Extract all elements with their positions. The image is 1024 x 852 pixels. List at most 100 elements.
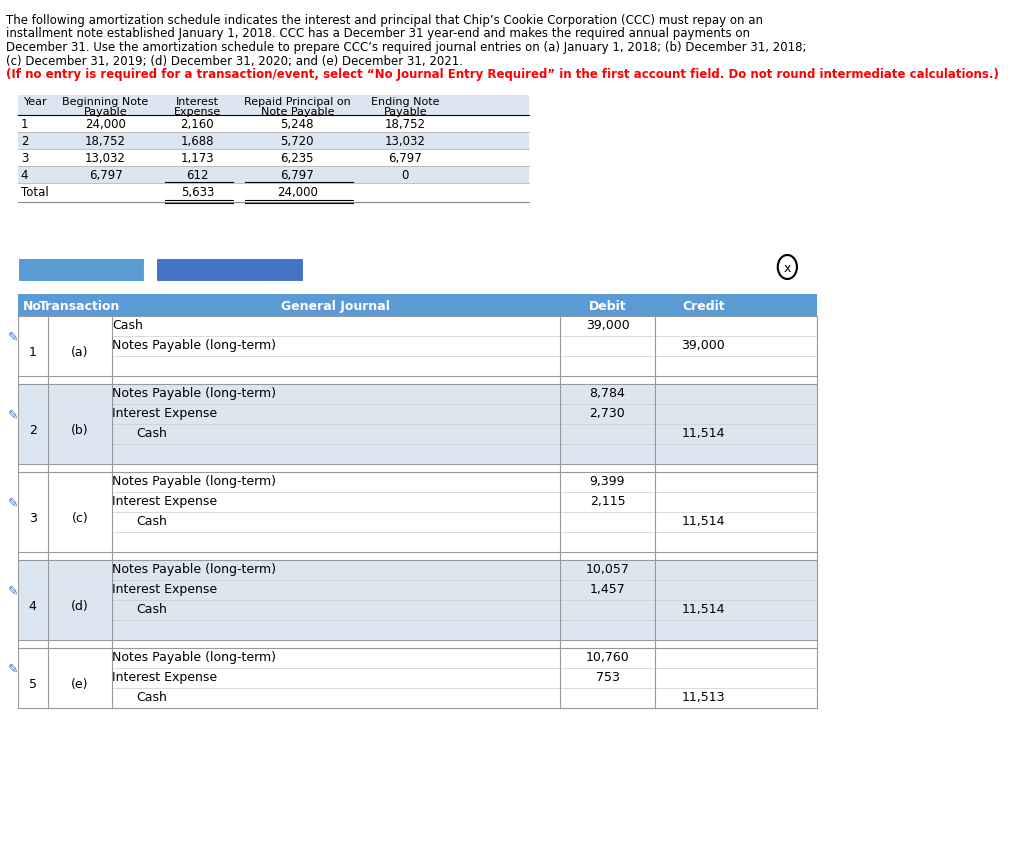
Text: 5: 5 [29, 678, 37, 691]
Text: 2,115: 2,115 [590, 495, 626, 508]
Text: 24,000: 24,000 [85, 118, 126, 131]
Text: 2,730: 2,730 [590, 407, 626, 420]
Text: (c) December 31, 2019; (d) December 31, 2020; and (e) December 31, 2021.: (c) December 31, 2019; (d) December 31, … [6, 55, 467, 67]
Bar [17, 560, 817, 640]
Text: 11,513: 11,513 [682, 691, 725, 704]
Text: 5,720: 5,720 [281, 135, 314, 148]
Bar [17, 472, 817, 552]
Text: 4: 4 [29, 600, 37, 613]
Text: 10,057: 10,057 [586, 563, 630, 576]
Text: Cash: Cash [112, 319, 142, 332]
Text: 6,235: 6,235 [281, 152, 314, 165]
Bar [17, 166, 529, 183]
Text: Cash: Cash [136, 515, 167, 528]
Bar [17, 95, 529, 197]
Text: View transaction list: View transaction list [17, 265, 145, 275]
Text: ✎: ✎ [8, 663, 18, 676]
Text: Credit: Credit [682, 300, 725, 313]
Text: Total: Total [20, 186, 48, 199]
Text: 11,514: 11,514 [682, 603, 725, 616]
Bar [17, 384, 817, 464]
Text: (c): (c) [72, 512, 88, 525]
Text: 11,514: 11,514 [682, 515, 725, 528]
Text: View journal entry worksheet: View journal entry worksheet [137, 265, 322, 275]
Text: 2,160: 2,160 [180, 118, 214, 131]
Bar [17, 464, 817, 472]
Bar [17, 316, 817, 376]
Text: 13,032: 13,032 [385, 135, 426, 148]
Bar [17, 648, 817, 708]
Text: (b): (b) [71, 424, 89, 437]
Text: 1,173: 1,173 [180, 152, 214, 165]
Bar [17, 183, 529, 200]
Text: Interest Expense: Interest Expense [112, 583, 217, 596]
Text: 11,514: 11,514 [682, 427, 725, 440]
FancyBboxPatch shape [156, 258, 304, 282]
Text: x: x [783, 262, 791, 275]
Text: 753: 753 [596, 671, 620, 684]
Text: 6,797: 6,797 [388, 152, 422, 165]
Text: Ending Note: Ending Note [371, 97, 439, 107]
Text: 3: 3 [29, 512, 37, 525]
Text: 5,248: 5,248 [281, 118, 314, 131]
Text: Notes Payable (long-term): Notes Payable (long-term) [112, 339, 275, 352]
Text: Notes Payable (long-term): Notes Payable (long-term) [112, 651, 275, 664]
Text: 2: 2 [29, 424, 37, 437]
Text: Transaction: Transaction [39, 300, 121, 313]
Text: 1: 1 [29, 346, 37, 359]
Bar [17, 294, 817, 316]
Bar [17, 132, 529, 149]
Text: 612: 612 [186, 169, 209, 182]
Text: ✎: ✎ [8, 497, 18, 510]
Text: 3: 3 [20, 152, 28, 165]
Text: Cash: Cash [136, 427, 167, 440]
Text: Interest Expense: Interest Expense [112, 407, 217, 420]
Text: 39,000: 39,000 [682, 339, 725, 352]
Text: Cash: Cash [136, 603, 167, 616]
Text: ✎: ✎ [8, 585, 18, 598]
Text: 4: 4 [20, 169, 29, 182]
Text: 18,752: 18,752 [385, 118, 426, 131]
Text: 8,784: 8,784 [590, 387, 626, 400]
Text: Notes Payable (long-term): Notes Payable (long-term) [112, 563, 275, 576]
Text: 10,760: 10,760 [586, 651, 630, 664]
Text: No: No [24, 300, 42, 313]
Text: 39,000: 39,000 [586, 319, 630, 332]
Text: Interest Expense: Interest Expense [112, 495, 217, 508]
Text: December 31. Use the amortization schedule to prepare CCC’s required journal ent: December 31. Use the amortization schedu… [6, 41, 807, 54]
Bar [17, 376, 817, 384]
Text: 1: 1 [20, 118, 29, 131]
Text: Note Payable: Note Payable [260, 107, 334, 117]
Text: Payable: Payable [383, 107, 427, 117]
Text: Notes Payable (long-term): Notes Payable (long-term) [112, 387, 275, 400]
Text: 6,797: 6,797 [89, 169, 123, 182]
Text: Interest: Interest [176, 97, 219, 107]
Text: General Journal: General Journal [282, 300, 390, 313]
Bar [17, 149, 529, 166]
Bar [17, 640, 817, 648]
Text: The following amortization schedule indicates the interest and principal that Ch: The following amortization schedule indi… [6, 14, 764, 27]
Text: Repaid Principal on: Repaid Principal on [244, 97, 351, 107]
Text: (a): (a) [72, 346, 89, 359]
Text: 1,457: 1,457 [590, 583, 626, 596]
Text: Cash: Cash [136, 691, 167, 704]
Text: 5,633: 5,633 [181, 186, 214, 199]
Text: (e): (e) [72, 678, 89, 691]
FancyBboxPatch shape [17, 258, 145, 282]
Text: 24,000: 24,000 [276, 186, 317, 199]
Text: Expense: Expense [174, 107, 221, 117]
Text: 2: 2 [20, 135, 29, 148]
Text: 18,752: 18,752 [85, 135, 126, 148]
Text: Beginning Note: Beginning Note [62, 97, 148, 107]
Text: (If no entry is required for a transaction/event, select “No Journal Entry Requi: (If no entry is required for a transacti… [6, 68, 999, 81]
Text: 13,032: 13,032 [85, 152, 126, 165]
Text: installment note established January 1, 2018. CCC has a December 31 year-end and: installment note established January 1, … [6, 27, 751, 41]
Text: 0: 0 [401, 169, 409, 182]
Text: ✎: ✎ [8, 409, 18, 422]
Text: 1,688: 1,688 [180, 135, 214, 148]
Text: 9,399: 9,399 [590, 475, 626, 488]
Text: (d): (d) [71, 600, 89, 613]
Text: 6,797: 6,797 [281, 169, 314, 182]
Bar [17, 115, 529, 132]
Text: ✎: ✎ [8, 331, 18, 344]
